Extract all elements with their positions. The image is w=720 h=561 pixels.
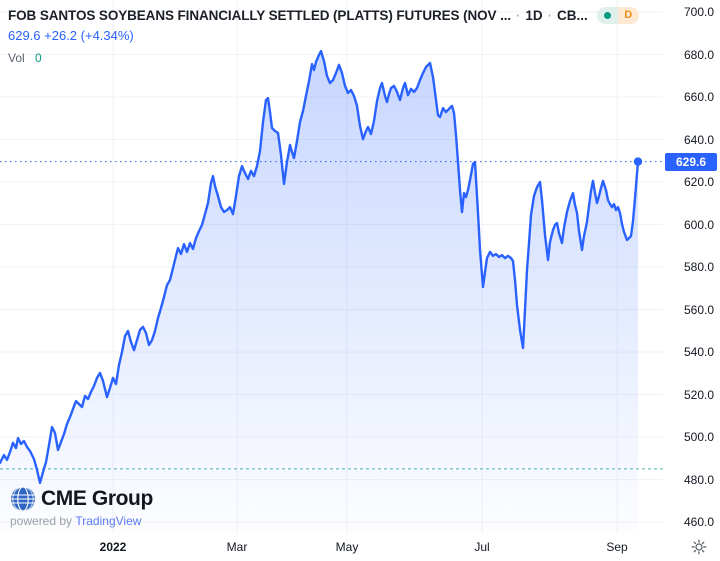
time-axis[interactable]: 2022 Mar May Jul Sep xyxy=(0,533,663,561)
price-axis[interactable]: 700.0 680.0 660.0 640.0 620.0 600.0 580.0 560.0… xyxy=(663,0,720,533)
time-axis-label: Sep xyxy=(606,540,628,554)
separator-dot: · xyxy=(516,7,521,23)
price-axis-label: 520.0 xyxy=(683,387,714,402)
price-axis-label: 500.0 xyxy=(683,430,714,444)
time-axis-label: May xyxy=(335,540,359,554)
powered-by: powered by TradingView xyxy=(10,514,153,528)
price-axis-label: 460.0 xyxy=(683,515,714,529)
price-change-row: 629.6 +26.2 (+4.34%) xyxy=(8,28,134,43)
delayed-data-badge: D xyxy=(617,6,639,24)
price-axis-label: 620.0 xyxy=(683,175,714,189)
price-axis-label: 600.0 xyxy=(683,217,714,232)
time-axis-label: Mar xyxy=(226,540,248,554)
theme-toggle-sun-icon[interactable] xyxy=(691,539,707,555)
last-price-marker xyxy=(633,157,643,166)
cme-globe-icon xyxy=(11,486,35,512)
area-fill xyxy=(0,51,638,533)
volume-value: 0 xyxy=(35,51,42,65)
exchange-label: CB... xyxy=(556,7,588,23)
price-axis-label: 480.0 xyxy=(683,472,714,487)
time-axis-label: 2022 xyxy=(99,540,127,554)
market-status-badge[interactable]: D xyxy=(596,6,639,24)
price-axis-label: 560.0 xyxy=(683,302,714,317)
price-axis-label: 580.0 xyxy=(683,260,714,274)
price-axis-label: 680.0 xyxy=(683,47,714,62)
status-dot-icon xyxy=(596,6,618,24)
time-axis-label: Jul xyxy=(474,540,490,554)
chart-legend: FOB SANTOS SOYBEANS FINANCIALLY SETTLED … xyxy=(8,6,639,65)
price-axis-label: 540.0 xyxy=(683,345,714,359)
price-chart[interactable] xyxy=(0,0,663,533)
symbol-row: FOB SANTOS SOYBEANS FINANCIALLY SETTLED … xyxy=(8,6,639,24)
price-axis-label: 700.0 xyxy=(683,5,714,19)
cme-logo-text: CME Group xyxy=(41,487,153,510)
chart-canvas[interactable] xyxy=(0,0,663,533)
last-price-badge: 629.6 xyxy=(665,152,717,171)
symbol-title[interactable]: FOB SANTOS SOYBEANS FINANCIALLY SETTLED … xyxy=(8,7,512,23)
volume-row: Vol 0 xyxy=(8,51,639,65)
price-line-series xyxy=(0,49,640,485)
price-axis-label: 660.0 xyxy=(683,90,714,104)
powered-by-label: powered by xyxy=(10,514,76,528)
interval-label: 1D xyxy=(525,7,543,23)
separator-dot: · xyxy=(547,7,552,23)
cme-group-logo[interactable]: CME Group powered by TradingView xyxy=(10,486,153,528)
volume-label: Vol xyxy=(8,51,25,65)
price-axis-label: 640.0 xyxy=(683,132,714,147)
tradingview-link[interactable]: TradingView xyxy=(75,514,142,528)
